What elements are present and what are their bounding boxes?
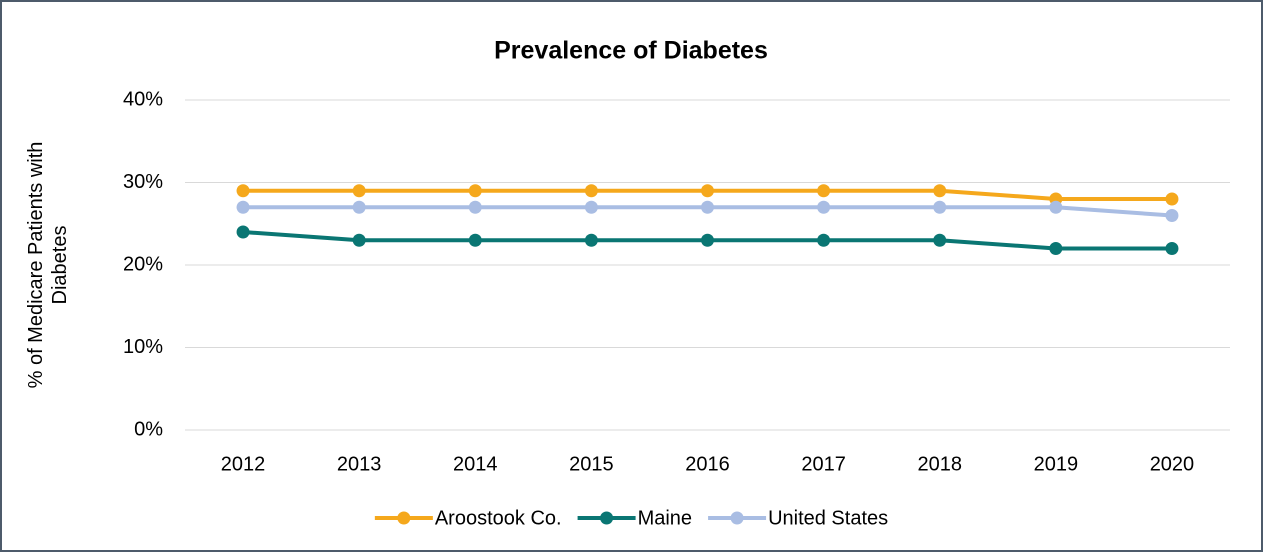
data-point	[701, 184, 714, 198]
y-tick-label: 20%	[123, 253, 163, 275]
data-point	[1049, 242, 1063, 255]
x-tick-label: 2017	[801, 453, 846, 475]
y-tick-label: 30%	[123, 171, 163, 193]
data-point	[468, 200, 482, 214]
legend-label: Maine	[638, 507, 692, 529]
legend-label: Aroostook Co.	[435, 507, 562, 529]
data-point	[352, 233, 366, 247]
data-point	[352, 200, 366, 214]
data-point	[1165, 192, 1179, 206]
x-tick-label: 2016	[685, 453, 730, 475]
chart-title: Prevalence of Diabetes	[494, 37, 768, 65]
data-point	[468, 233, 482, 247]
legend-marker	[730, 511, 744, 525]
data-point	[584, 200, 598, 214]
data-point	[817, 184, 831, 198]
data-point	[933, 184, 947, 198]
data-point	[236, 225, 250, 239]
x-tick-label: 2015	[569, 453, 614, 475]
data-point	[236, 200, 250, 214]
y-tick-label: 0%	[134, 418, 163, 440]
legend-marker	[600, 511, 614, 525]
data-point	[352, 184, 366, 198]
x-tick-label: 2014	[453, 453, 498, 475]
data-point	[933, 200, 947, 214]
y-tick-label: 10%	[123, 336, 163, 358]
data-point	[584, 233, 598, 247]
data-point	[701, 233, 714, 247]
data-point	[933, 233, 947, 247]
data-point	[701, 200, 714, 214]
data-point	[1049, 200, 1063, 214]
y-axis-title: % of Medicare Patients with Diabetes	[25, 141, 71, 389]
legend-label: United States	[768, 507, 888, 529]
data-point	[817, 200, 831, 214]
x-tick-label: 2013	[337, 453, 382, 475]
data-point	[236, 184, 250, 198]
data-point	[468, 184, 482, 198]
x-tick-label: 2020	[1150, 453, 1195, 475]
legend-marker	[397, 511, 411, 525]
data-point	[584, 184, 598, 198]
data-point	[817, 233, 831, 247]
y-tick-label: 40%	[123, 88, 163, 110]
data-point	[1165, 242, 1179, 255]
x-tick-label: 2012	[221, 453, 266, 475]
x-tick-label: 2018	[917, 453, 962, 475]
x-tick-label: 2019	[1034, 453, 1079, 475]
data-point	[1165, 209, 1179, 222]
